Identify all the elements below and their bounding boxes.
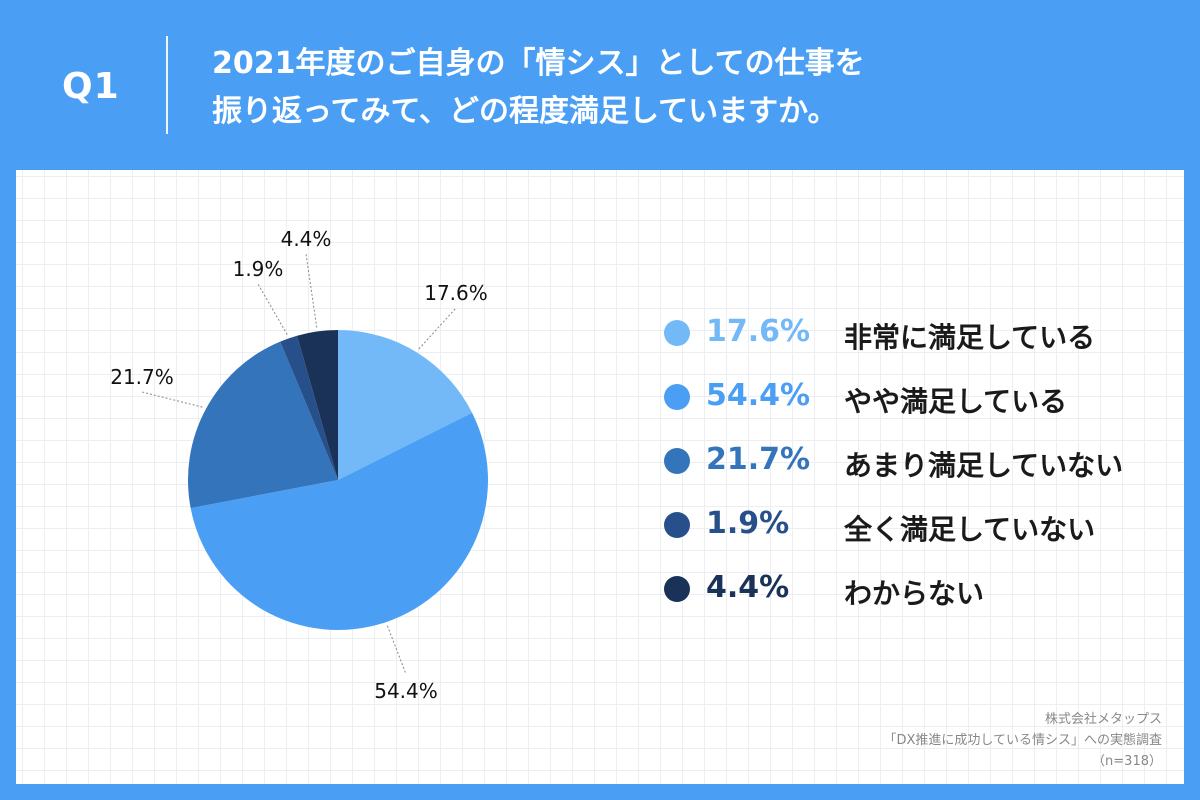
legend-item-4: 1.9% 全く満足していない xyxy=(664,502,1164,566)
pie-slice-1 xyxy=(338,330,473,480)
legend-item-1: 17.6% 非常に満足している xyxy=(664,310,1164,374)
legend-color-dot xyxy=(664,320,690,346)
legend-percentage: 4.4% xyxy=(706,570,790,605)
leader-line-1 xyxy=(418,307,457,350)
legend-label: わからない xyxy=(844,577,985,610)
legend-color-dot xyxy=(664,512,690,538)
legend-label: あまり満足していない xyxy=(844,449,1124,482)
legend-item-2: 54.4% やや満足している xyxy=(664,374,1164,438)
leader-line-3 xyxy=(141,391,203,408)
legend-percentage: 17.6% xyxy=(706,314,811,349)
legend-color-dot xyxy=(664,576,690,602)
data-label-3: 21.7% xyxy=(110,365,174,389)
legend-label: やや満足している xyxy=(844,385,1068,418)
question-title-line-2: 振り返ってみて、どの程度満足していますか。 xyxy=(212,94,838,129)
chart-panel: 17.6% 54.4% 21.7% 1.9% 4.4% 17.6% 非常に満足している 54… xyxy=(16,170,1184,784)
data-label-4: 1.9% xyxy=(233,257,284,281)
data-label-5: 4.4% xyxy=(281,227,332,251)
question-title: 2021年度のご自身の「情シス」としての仕事を 振り返ってみて、どの程度満足して… xyxy=(212,40,1172,136)
legend-item-5: 4.4% わからない xyxy=(664,566,1164,630)
pie-slice-5 xyxy=(297,330,338,480)
legend-color-dot xyxy=(664,384,690,410)
legend-item-3: 21.7% あまり満足していない xyxy=(664,438,1164,502)
data-label-1: 17.6% xyxy=(424,281,488,305)
source-sample-size: （n=318） xyxy=(1092,754,1162,769)
legend-percentage: 21.7% xyxy=(706,442,811,477)
header: Q1 2021年度のご自身の「情シス」としての仕事を 振り返ってみて、どの程度満… xyxy=(0,0,1200,170)
data-label-2: 54.4% xyxy=(374,679,438,703)
legend-percentage: 1.9% xyxy=(706,506,790,541)
pie-chart: 17.6% 54.4% 21.7% 1.9% 4.4% xyxy=(110,227,488,703)
pie-slice-4 xyxy=(280,335,338,480)
question-title-line-1: 2021年度のご自身の「情シス」としての仕事を xyxy=(212,46,865,81)
legend-label: 非常に満足している xyxy=(844,321,1096,354)
pie-slice-3 xyxy=(187,341,338,509)
source-company: 株式会社メタップス xyxy=(1044,712,1162,727)
legend: 17.6% 非常に満足している 54.4% やや満足している 21.7% あまり満足してい… xyxy=(664,310,1164,630)
legend-color-dot xyxy=(664,448,690,474)
leader-line-2 xyxy=(386,625,407,675)
header-divider xyxy=(166,36,168,134)
source-note: 株式会社メタップス 「DX推進に成功している情シス」への実態調査 （n=318） xyxy=(883,709,1162,772)
leader-line-5 xyxy=(305,253,318,328)
legend-label: 全く満足していない xyxy=(844,513,1096,546)
question-number: Q1 xyxy=(62,66,120,107)
leader-line-4 xyxy=(257,283,288,335)
source-survey: 「DX推進に成功している情シス」への実態調査 xyxy=(883,733,1162,748)
legend-percentage: 54.4% xyxy=(706,378,811,413)
pie-slice-2 xyxy=(190,412,488,630)
